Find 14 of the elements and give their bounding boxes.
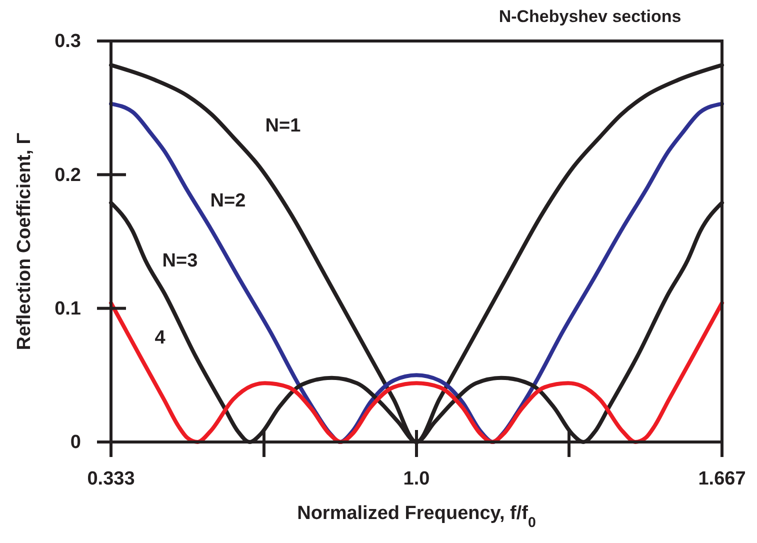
y-tick-label: 0.2: [54, 164, 81, 186]
x-tick-label: 1.0: [403, 468, 430, 490]
series-label: 4: [154, 328, 166, 349]
y-tick-label: 0: [70, 432, 81, 454]
series-label: N=2: [210, 190, 246, 212]
x-tick-label: 1.667: [698, 468, 746, 490]
series-label: N=1: [265, 116, 302, 137]
y-tick-label: 0.1: [54, 298, 82, 320]
series-label: N=3: [162, 250, 198, 272]
y-tick-label: 0.3: [54, 31, 81, 52]
x-tick-label: 0.333: [87, 468, 135, 490]
chart-title: N-Chebyshev sections: [498, 7, 682, 26]
x-axis-title: Normalized Frequency, f/f$_{0}$: [297, 503, 536, 531]
y-axis-title: Reflection Coefficient, Γ: [14, 132, 35, 350]
